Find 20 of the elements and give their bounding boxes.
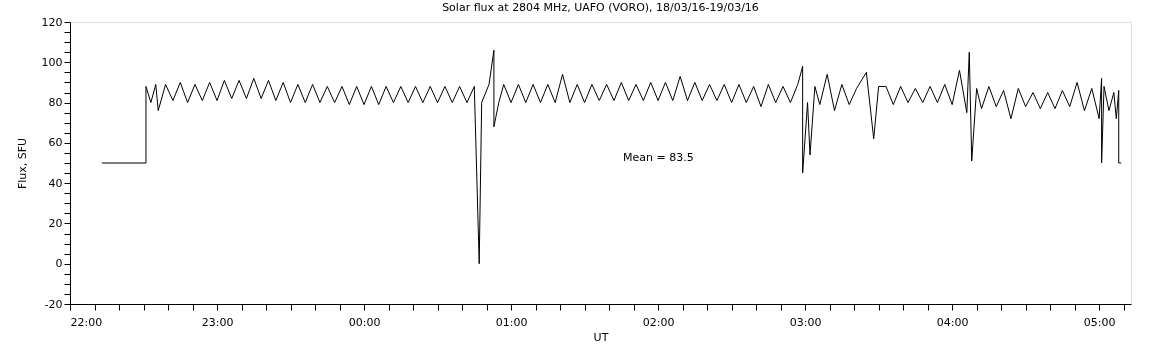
y-axis-title: Flux, SFU <box>15 137 29 190</box>
x-tick-label: 01:00 <box>495 315 528 329</box>
chart-title: Solar flux at 2804 MHz, UAFO (VORO), 18/03/16-19/03/16 <box>442 1 759 14</box>
y-tick-label: 100 <box>41 55 63 69</box>
y-tick-label: 120 <box>41 15 63 29</box>
x-axis-title: UT <box>593 330 609 344</box>
y-tick-label: 40 <box>48 176 63 190</box>
x-tick-label: 05:00 <box>1083 315 1116 329</box>
y-tick-label: 80 <box>48 96 63 110</box>
x-tick-label: 22:00 <box>70 315 103 329</box>
x-tick-label: 23:00 <box>201 315 234 329</box>
annotation: Mean = 83.5 <box>623 151 694 164</box>
y-tick-label: 0 <box>55 257 63 271</box>
x-tick-label: 03:00 <box>789 315 822 329</box>
y-tick-label: -20 <box>44 297 63 311</box>
y-tick-label: 60 <box>48 136 63 150</box>
x-tick-label: 02:00 <box>642 315 675 329</box>
y-tick-label: 20 <box>48 216 63 230</box>
x-tick-label: 04:00 <box>936 315 969 329</box>
x-tick-label: 00:00 <box>348 315 381 329</box>
